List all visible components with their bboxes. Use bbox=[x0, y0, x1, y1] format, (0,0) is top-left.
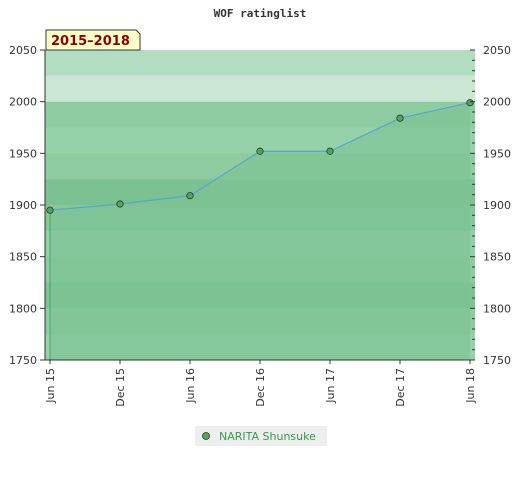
data-point bbox=[466, 99, 474, 107]
x-tick-label: Jun 17 bbox=[324, 368, 337, 404]
y-tick-label-left: 1800 bbox=[9, 302, 37, 315]
legend[interactable]: NARITA Shunsuke bbox=[195, 426, 327, 446]
legend-marker-icon bbox=[202, 432, 210, 440]
chart-title: WOF ratinglist bbox=[214, 7, 307, 20]
grid-band bbox=[45, 75, 475, 102]
grid-band bbox=[45, 50, 475, 76]
axis-layer: 1750 1750 1800 1800 1850 1850 1900 1900 1950 1950… bbox=[9, 44, 511, 407]
y-tick-label-left: 1950 bbox=[9, 147, 37, 160]
legend-label: NARITA Shunsuke bbox=[219, 430, 316, 443]
y-tick-label-left: 2050 bbox=[9, 44, 37, 57]
x-tick-label: Dec 15 bbox=[114, 368, 127, 407]
period-badge-bg bbox=[45, 29, 141, 51]
y-tick-label-right: 1850 bbox=[483, 251, 511, 264]
area-layer bbox=[49, 102, 470, 360]
x-tick-label: Dec 17 bbox=[394, 368, 407, 407]
data-point bbox=[116, 200, 124, 208]
point-layer bbox=[46, 99, 474, 214]
y-tick-label-right: 1800 bbox=[483, 302, 511, 315]
y-tick-label-left: 1900 bbox=[9, 199, 37, 212]
data-point bbox=[326, 147, 334, 155]
y-tick-label-right: 2000 bbox=[483, 96, 511, 109]
y-tick-label-right: 1750 bbox=[483, 354, 511, 367]
x-tick-label: Jun 15 bbox=[44, 368, 57, 404]
y-tick-label-right: 1900 bbox=[483, 199, 511, 212]
rating-area bbox=[50, 102, 470, 360]
y-tick-label-left: 1750 bbox=[9, 354, 37, 367]
period-badge: 2015–2018 bbox=[45, 29, 141, 51]
data-point bbox=[256, 147, 264, 155]
y-tick-label-right: 1950 bbox=[483, 147, 511, 160]
data-point bbox=[186, 192, 194, 200]
legend-box bbox=[195, 426, 327, 446]
period-label: 2015–2018 bbox=[51, 34, 130, 49]
data-point bbox=[396, 114, 404, 122]
x-tick-label: Jun 18 bbox=[464, 368, 477, 404]
y-tick-label-left: 1850 bbox=[9, 251, 37, 264]
x-tick-label: Dec 16 bbox=[254, 368, 267, 407]
data-point bbox=[46, 206, 54, 214]
x-tick-label: Jun 16 bbox=[184, 368, 197, 404]
y-tick-label-right: 2050 bbox=[483, 44, 511, 57]
y-tick-label-left: 2000 bbox=[9, 96, 37, 109]
